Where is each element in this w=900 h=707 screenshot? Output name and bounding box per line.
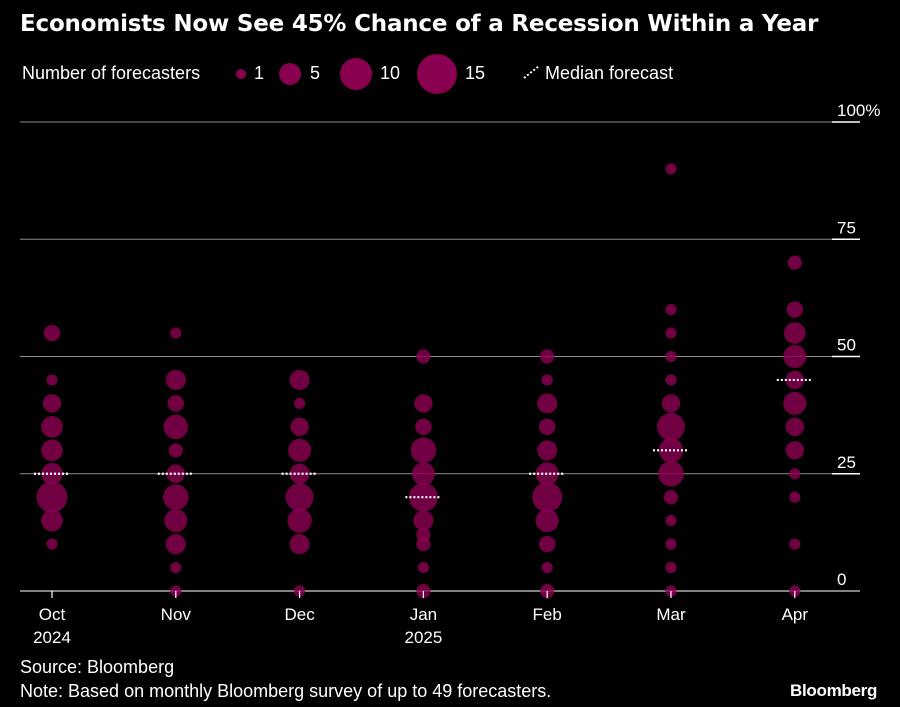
x-tick-label: Mar bbox=[656, 605, 686, 624]
forecast-bubble bbox=[416, 527, 431, 542]
forecast-bubble bbox=[538, 535, 556, 553]
forecast-bubble bbox=[165, 369, 186, 390]
forecast-bubble bbox=[665, 327, 677, 339]
forecast-bubble bbox=[410, 437, 437, 464]
x-tick-label: Nov bbox=[161, 605, 192, 624]
forecast-bubble bbox=[294, 397, 306, 409]
forecast-bubble bbox=[665, 515, 677, 527]
forecast-bubble bbox=[287, 508, 312, 533]
forecast-bubble bbox=[789, 491, 801, 503]
forecast-bubble bbox=[168, 443, 183, 458]
forecast-bubble bbox=[537, 393, 558, 414]
source-note: Source: Bloomberg bbox=[20, 657, 175, 677]
chart-title: Economists Now See 45% Chance of a Reces… bbox=[20, 11, 819, 37]
y-tick-label: 75 bbox=[837, 218, 856, 237]
forecast-bubble bbox=[541, 374, 553, 386]
forecast-bubble bbox=[532, 482, 563, 513]
forecast-bubble bbox=[665, 163, 677, 175]
forecast-bubble bbox=[290, 417, 309, 437]
legend-circle-1 bbox=[236, 69, 246, 79]
forecast-bubble bbox=[41, 439, 63, 462]
y-tick-label: 25 bbox=[837, 453, 856, 472]
forecast-bubble bbox=[42, 394, 62, 413]
forecast-bubble bbox=[541, 561, 553, 574]
forecast-bubble bbox=[46, 538, 58, 550]
forecast-bubble bbox=[285, 483, 314, 512]
y-tick-label: 50 bbox=[837, 336, 856, 355]
forecast-bubble bbox=[413, 510, 434, 531]
forecast-bubble bbox=[289, 369, 310, 390]
x-tick-label: Jan bbox=[410, 605, 437, 624]
forecast-bubble bbox=[170, 561, 182, 574]
legend-circle-5 bbox=[279, 63, 301, 85]
forecast-bubble bbox=[41, 416, 63, 438]
forecast-bubble bbox=[167, 395, 185, 412]
forecast-bubble bbox=[665, 304, 677, 316]
forecast-bubble bbox=[537, 440, 558, 461]
forecast-bubble bbox=[661, 394, 681, 413]
legend-circle-10 bbox=[340, 58, 372, 90]
legend-size-title: Number of forecasters bbox=[22, 63, 201, 83]
forecast-bubble bbox=[540, 349, 555, 364]
forecast-bubble bbox=[783, 322, 806, 344]
legend-size-label-10: 10 bbox=[380, 63, 401, 83]
forecast-bubble bbox=[164, 509, 188, 533]
forecast-bubble bbox=[289, 534, 310, 555]
forecast-bubble bbox=[785, 441, 804, 460]
forecast-bubble bbox=[414, 394, 433, 413]
legend-median-label: Median forecast bbox=[545, 63, 674, 83]
bubble-chart: 0 25 50 75 100% Oct 2024 Nov Dec Jan 2025 Feb Mar Apr bbox=[20, 101, 880, 647]
legend-size-label-5: 5 bbox=[310, 63, 321, 83]
forecast-bubble bbox=[535, 509, 559, 533]
bloomberg-logo: Bloomberg bbox=[790, 681, 878, 700]
forecast-bubble bbox=[165, 534, 186, 555]
x-tick-label: Oct bbox=[39, 605, 66, 624]
legend: Number of forecasters 1 5 10 15 Median f… bbox=[22, 54, 722, 100]
forecast-bubble bbox=[665, 561, 677, 574]
forecast-bubble bbox=[783, 344, 807, 369]
forecast-bubble bbox=[415, 418, 432, 436]
x-tick-label: Apr bbox=[782, 605, 809, 624]
median-legend-icon bbox=[523, 65, 540, 79]
forecast-bubble bbox=[785, 417, 804, 437]
legend-size-label-15: 15 bbox=[465, 63, 486, 83]
forecast-bubble bbox=[789, 538, 801, 550]
forecast-bubble bbox=[411, 462, 435, 486]
forecast-bubble bbox=[36, 481, 68, 513]
forecast-bubble bbox=[417, 561, 429, 574]
y-tick-label: 0 bbox=[837, 570, 846, 589]
x-tick-year-label: 2025 bbox=[404, 628, 442, 647]
forecast-bubble bbox=[783, 391, 807, 415]
forecast-bubble bbox=[163, 484, 189, 511]
forecast-bubble bbox=[288, 438, 312, 462]
forecast-bubble bbox=[663, 490, 679, 505]
forecast-bubble bbox=[170, 327, 182, 339]
forecast-bubble bbox=[43, 324, 61, 342]
forecast-bubble bbox=[289, 463, 310, 484]
forecast-bubble bbox=[41, 509, 63, 532]
legend-circle-15 bbox=[417, 54, 457, 94]
forecast-bubble bbox=[787, 255, 802, 270]
x-tick-year-label: 2024 bbox=[33, 628, 71, 647]
forecast-bubble bbox=[665, 538, 677, 550]
forecast-bubble bbox=[658, 460, 684, 487]
forecast-bubble bbox=[665, 350, 677, 363]
forecast-bubble bbox=[538, 418, 556, 436]
forecast-bubble bbox=[163, 414, 188, 440]
forecast-bubble bbox=[786, 301, 804, 318]
legend-size-label-1: 1 bbox=[254, 63, 265, 83]
y-tick-label: 100% bbox=[837, 101, 880, 120]
forecast-bubble bbox=[789, 468, 801, 480]
forecast-bubble bbox=[665, 374, 677, 386]
x-tick-label: Dec bbox=[284, 605, 315, 624]
x-tick-label: Feb bbox=[533, 605, 562, 624]
forecast-bubble bbox=[657, 412, 685, 441]
forecast-bubble bbox=[416, 349, 431, 364]
forecast-bubble bbox=[46, 374, 58, 386]
footnote: Note: Based on monthly Bloomberg survey … bbox=[20, 681, 552, 701]
